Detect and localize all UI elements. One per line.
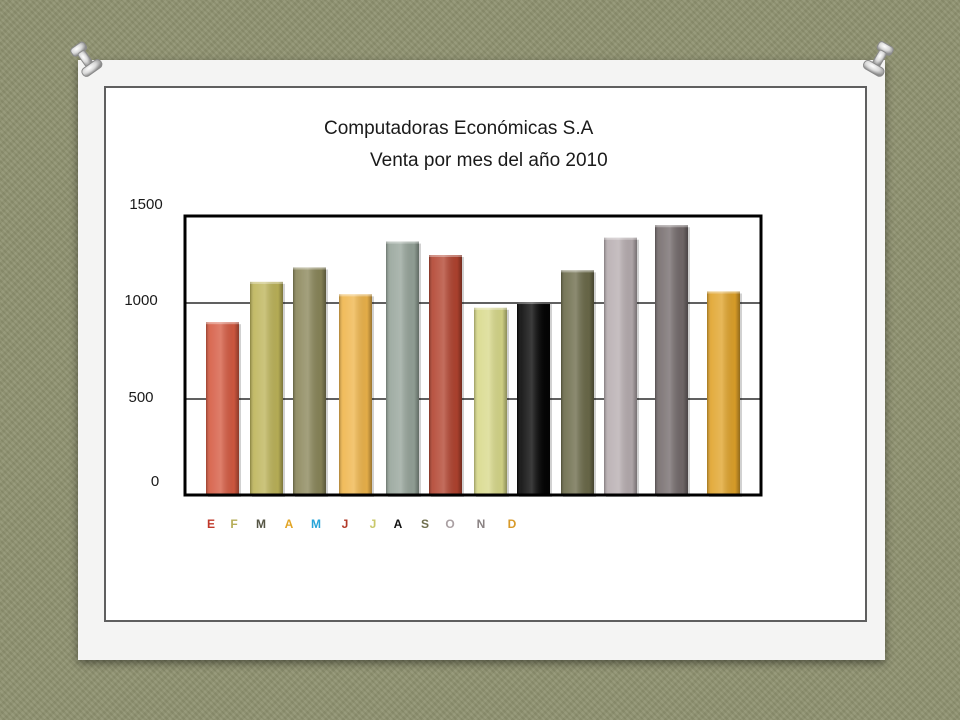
bar	[429, 255, 464, 497]
bar	[517, 302, 552, 497]
bar	[293, 267, 328, 497]
y-tick-label: 1000	[124, 292, 157, 309]
chart-title-line2: Venta por mes del año 2010	[370, 150, 608, 171]
x-category-label: N	[477, 517, 486, 531]
bar	[561, 270, 596, 497]
x-category-label: J	[370, 517, 377, 531]
pushpin-left-icon	[70, 41, 103, 77]
bar	[707, 291, 742, 497]
bar	[474, 307, 509, 497]
bar	[250, 281, 285, 497]
x-category-label: A	[394, 517, 403, 531]
y-tick-label: 0	[151, 473, 159, 490]
bar	[206, 322, 241, 497]
bar	[604, 237, 639, 497]
plot-area-border	[183, 214, 763, 497]
x-category-label: A	[285, 517, 294, 531]
x-category-label: D	[508, 517, 517, 531]
bar	[339, 294, 374, 497]
x-category-label: M	[311, 517, 321, 531]
chart-title-line1: Computadoras Económicas S.A	[324, 118, 594, 139]
x-category-label: M	[256, 517, 266, 531]
bar	[386, 241, 421, 497]
x-category-label: O	[445, 517, 454, 531]
x-category-label: J	[342, 517, 349, 531]
bar	[655, 225, 690, 498]
x-category-label: E	[207, 517, 215, 531]
x-category-label: F	[230, 517, 237, 531]
y-tick-label: 500	[128, 389, 153, 406]
x-category-label: S	[421, 517, 429, 531]
pushpin-right-icon	[862, 41, 894, 77]
y-tick-label: 1500	[129, 196, 162, 213]
